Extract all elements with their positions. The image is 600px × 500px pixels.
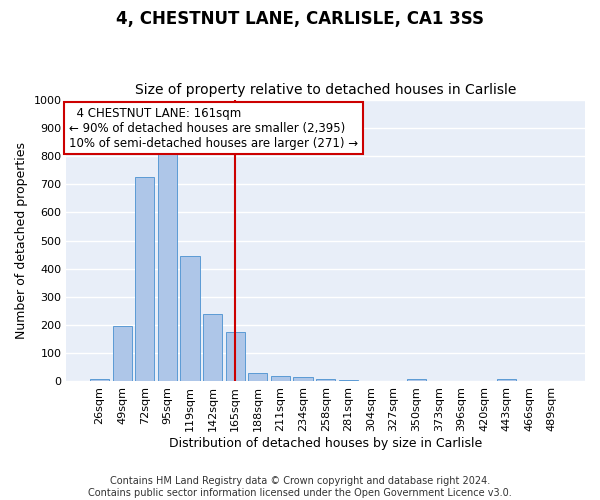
- Bar: [293, 377, 313, 382]
- Bar: [271, 376, 290, 382]
- Bar: [497, 379, 516, 382]
- Bar: [407, 379, 426, 382]
- Bar: [158, 152, 177, 382]
- Bar: [135, 177, 154, 382]
- Y-axis label: Number of detached properties: Number of detached properties: [15, 142, 28, 339]
- Title: Size of property relative to detached houses in Carlisle: Size of property relative to detached ho…: [135, 83, 517, 97]
- Bar: [113, 326, 132, 382]
- Bar: [226, 332, 245, 382]
- Bar: [316, 378, 335, 382]
- Bar: [90, 378, 109, 382]
- Bar: [181, 256, 200, 382]
- Bar: [248, 373, 268, 382]
- Bar: [203, 314, 222, 382]
- Bar: [339, 380, 358, 382]
- X-axis label: Distribution of detached houses by size in Carlisle: Distribution of detached houses by size …: [169, 437, 482, 450]
- Text: Contains HM Land Registry data © Crown copyright and database right 2024.
Contai: Contains HM Land Registry data © Crown c…: [88, 476, 512, 498]
- Text: 4, CHESTNUT LANE, CARLISLE, CA1 3SS: 4, CHESTNUT LANE, CARLISLE, CA1 3SS: [116, 10, 484, 28]
- Text: 4 CHESTNUT LANE: 161sqm
← 90% of detached houses are smaller (2,395)
10% of semi: 4 CHESTNUT LANE: 161sqm ← 90% of detache…: [69, 106, 358, 150]
